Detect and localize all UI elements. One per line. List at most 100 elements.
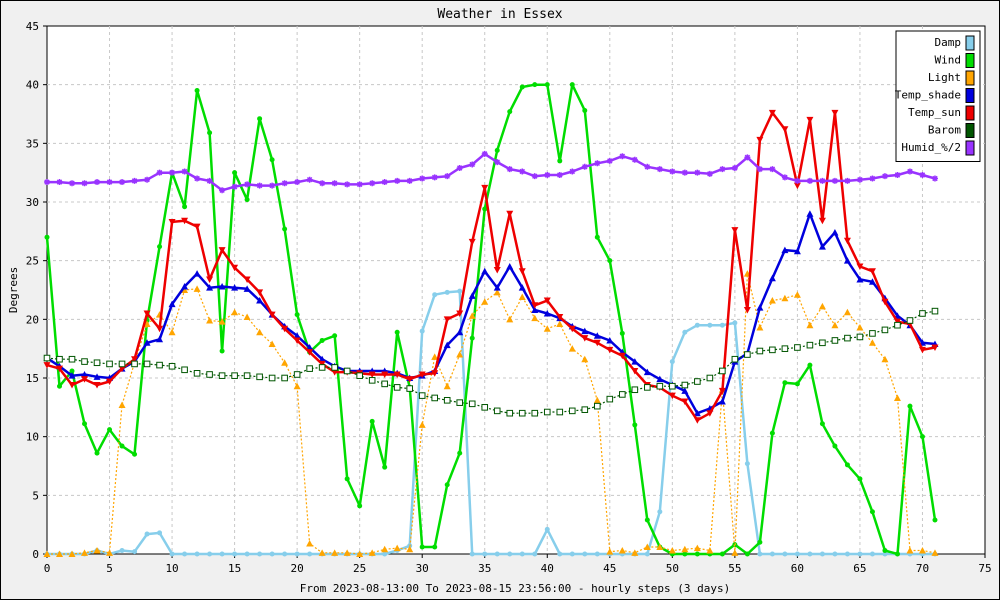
x-tick-label: 75 — [978, 562, 991, 575]
data-point-barom — [406, 385, 413, 392]
data-point-damp — [644, 551, 650, 557]
data-point-temp-sun — [231, 264, 239, 272]
data-point-humid-2 — [494, 159, 501, 166]
data-point-barom — [781, 345, 789, 352]
data-point-wind — [107, 427, 113, 433]
data-point-humid-2 — [519, 168, 526, 175]
data-point-wind — [394, 329, 400, 335]
data-point-temp-shade — [256, 297, 264, 304]
data-point-barom — [568, 407, 576, 415]
data-point-wind — [332, 333, 338, 339]
data-point-light — [668, 546, 676, 554]
data-point-barom — [368, 377, 376, 384]
data-point-light — [543, 325, 551, 332]
data-point-damp — [432, 292, 438, 298]
data-point-temp-shade — [306, 343, 314, 351]
data-point-light — [43, 550, 51, 557]
x-tick-label: 50 — [666, 562, 679, 575]
data-point-damp — [507, 551, 513, 557]
data-point-barom — [819, 339, 826, 347]
data-point-damp — [669, 359, 675, 365]
x-tick-label: 45 — [603, 562, 616, 575]
data-point-wind — [832, 443, 838, 449]
data-point-damp — [582, 551, 588, 557]
data-point-barom — [93, 359, 101, 367]
data-point-barom — [293, 371, 301, 378]
data-point-temp-sun — [81, 376, 89, 383]
data-point-humid-2 — [656, 166, 663, 173]
data-point-temp-sun — [406, 376, 414, 383]
series-layer — [43, 82, 939, 557]
data-point-wind — [57, 383, 63, 389]
data-point-damp — [657, 509, 663, 515]
data-point-wind — [94, 450, 100, 456]
data-point-temp-sun — [593, 339, 601, 347]
data-point-temp-sun — [918, 346, 926, 354]
data-point-barom — [543, 408, 551, 416]
data-point-temp-sun — [556, 313, 564, 321]
data-point-light — [256, 328, 264, 336]
data-point-damp — [857, 551, 863, 557]
data-point-damp — [194, 551, 200, 557]
data-point-humid-2 — [894, 172, 901, 179]
data-point-wind — [382, 464, 388, 470]
data-point-humid-2 — [144, 176, 151, 183]
data-point-barom — [531, 409, 539, 417]
data-point-light — [631, 549, 639, 556]
data-point-temp-sun — [293, 337, 301, 344]
data-point-humid-2 — [756, 166, 763, 173]
data-point-wind — [232, 170, 238, 176]
data-point-wind — [819, 421, 825, 427]
data-point-wind — [507, 109, 513, 115]
data-point-light — [731, 549, 739, 556]
data-point-temp-sun — [618, 352, 626, 360]
data-point-wind — [457, 450, 463, 456]
data-point-humid-2 — [506, 166, 513, 173]
data-point-damp — [707, 322, 713, 328]
data-point-barom — [218, 372, 226, 379]
data-point-temp-shade — [631, 358, 639, 365]
x-tick-label: 0 — [44, 562, 51, 575]
data-point-temp-shade — [293, 332, 301, 339]
legend-label-wind: Wind — [935, 54, 962, 67]
data-point-light — [331, 549, 339, 556]
data-point-barom — [756, 347, 764, 355]
data-point-wind — [219, 348, 225, 354]
data-point-humid-2 — [256, 182, 263, 189]
legend-label-temp-shade: Temp_shade — [895, 89, 961, 102]
data-point-temp-sun — [856, 263, 864, 271]
legend-label-barom: Barom — [928, 124, 961, 137]
data-point-damp — [157, 530, 163, 536]
data-point-damp — [269, 551, 275, 557]
data-point-humid-2 — [156, 169, 163, 176]
legend-label-temp-sun: Temp_sun — [908, 106, 961, 119]
data-point-humid-2 — [606, 157, 613, 164]
data-point-humid-2 — [419, 175, 426, 182]
data-point-temp-sun — [43, 362, 51, 369]
data-point-temp-sun — [818, 217, 826, 225]
data-point-damp — [419, 328, 425, 334]
data-point-temp-sun — [706, 410, 714, 417]
data-point-light — [81, 549, 89, 556]
data-point-humid-2 — [781, 174, 788, 181]
y-tick-label: 20 — [26, 313, 39, 326]
data-point-humid-2 — [719, 166, 726, 173]
data-point-temp-shade — [843, 257, 851, 264]
data-point-humid-2 — [844, 177, 851, 184]
data-point-barom — [931, 307, 939, 315]
data-point-temp-sun — [143, 310, 151, 317]
data-point-temp-shade — [781, 246, 789, 254]
data-point-light — [793, 291, 801, 298]
data-point-barom — [431, 394, 439, 402]
data-point-barom — [631, 386, 639, 394]
data-point-damp — [457, 288, 463, 294]
data-point-temp-shade — [581, 327, 589, 335]
data-point-temp-sun — [668, 392, 676, 400]
data-point-damp — [757, 551, 763, 557]
data-point-humid-2 — [669, 168, 676, 175]
data-point-barom — [506, 409, 514, 417]
data-point-barom — [231, 372, 238, 379]
data-point-light — [506, 315, 514, 323]
y-tick-label: 25 — [26, 255, 39, 268]
data-point-wind — [757, 539, 763, 545]
